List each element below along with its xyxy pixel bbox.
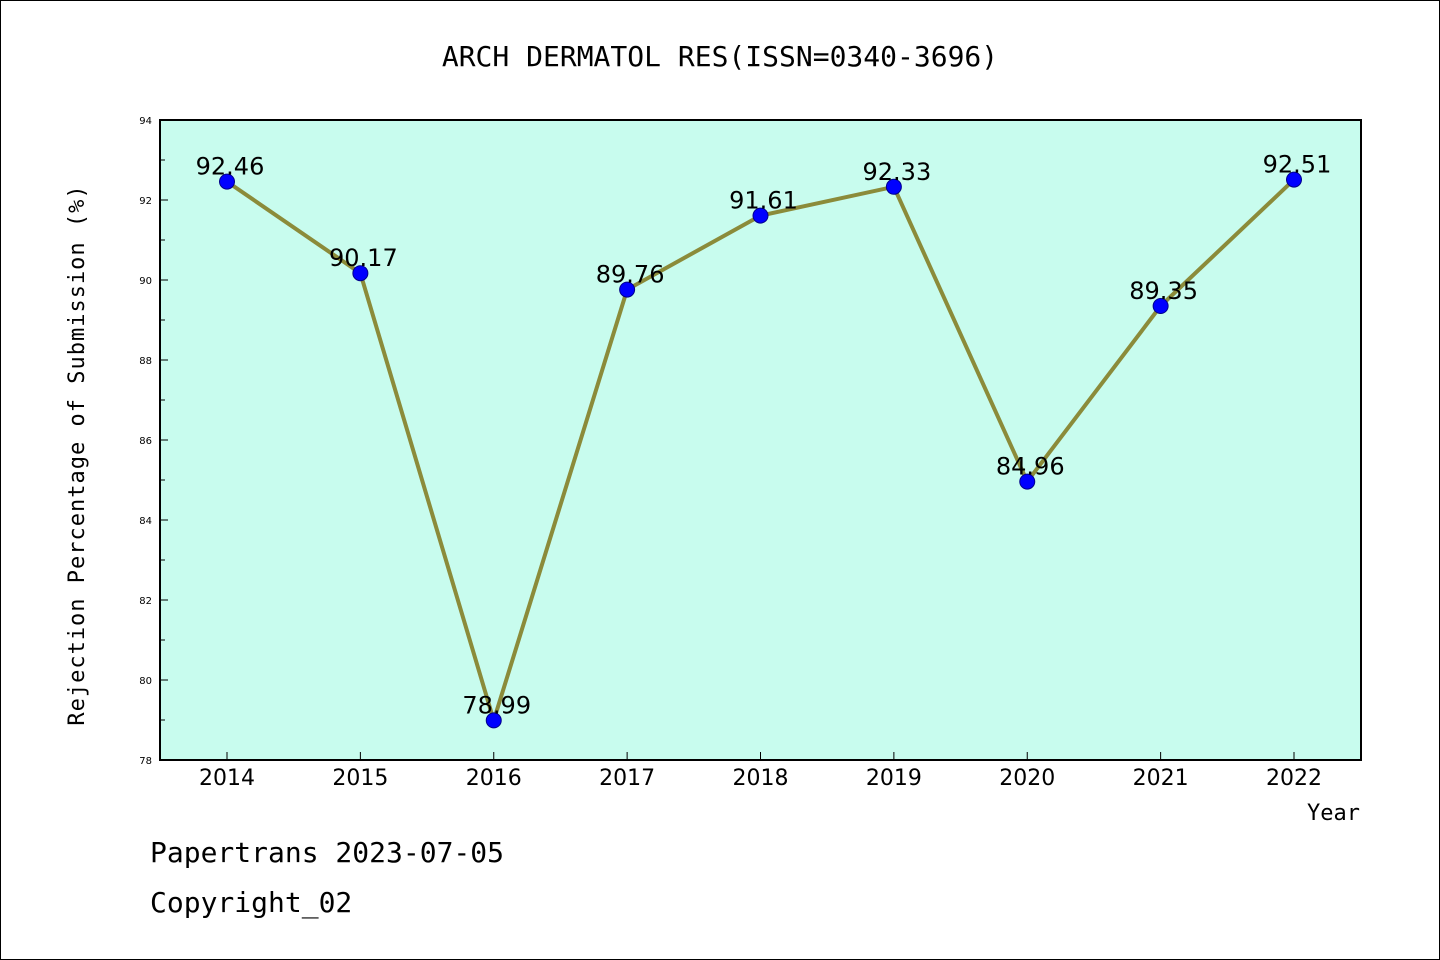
x-tick-label: 2021 <box>1133 766 1189 791</box>
y-tick-label: 82 <box>139 596 152 607</box>
data-label: 84.96 <box>996 453 1065 481</box>
data-label: 92.46 <box>196 153 265 181</box>
data-point <box>752 207 769 224</box>
x-tick-label: 2018 <box>733 766 789 791</box>
x-tick-label: 2020 <box>999 766 1055 791</box>
data-label: 92.33 <box>863 158 932 186</box>
y-tick-label: 80 <box>139 676 152 687</box>
data-labels: 92.46 90.17 78.99 89.76 91.61 92.33 84.96 89.35… <box>196 151 1332 720</box>
y-tick-label: 90 <box>139 276 152 287</box>
data-label: 92.51 <box>1263 151 1332 179</box>
y-tick-label: 86 <box>139 436 152 447</box>
data-point <box>885 178 902 195</box>
x-tick-label: 2017 <box>599 766 655 791</box>
data-point <box>352 265 369 282</box>
data-point <box>1286 171 1302 188</box>
data-label: 91.61 <box>729 187 798 215</box>
footer-line-1: Papertrans 2023-07-05 <box>150 836 505 869</box>
data-label: 78.99 <box>462 691 531 719</box>
x-tick-label: 2016 <box>466 766 522 791</box>
y-axis-label: Rejection Percentage of Submission (%) <box>65 184 90 725</box>
x-tick-label: 2019 <box>866 766 922 791</box>
x-axis-ticks: 2014 2015 2016 2017 2018 2019 2020 2021 2022 <box>199 752 1322 791</box>
plot-border <box>159 119 1362 761</box>
y-tick-label: 78 <box>139 756 152 767</box>
x-axis-label: Year <box>1307 801 1360 826</box>
data-label: 90.17 <box>329 244 398 272</box>
y-tick-label: 92 <box>139 196 152 207</box>
x-tick-label: 2014 <box>199 766 255 791</box>
data-label: 89.76 <box>596 261 665 289</box>
plot-area <box>160 120 1361 760</box>
data-point <box>485 712 502 729</box>
footer-line-2: Copyright_02 <box>150 886 353 919</box>
data-label: 89.35 <box>1129 277 1198 305</box>
y-tick-label: 94 <box>139 116 152 127</box>
series-markers <box>219 171 1302 729</box>
x-tick-label: 2015 <box>332 766 388 791</box>
y-tick-label: 88 <box>139 356 152 367</box>
y-tick-label: 84 <box>139 516 152 527</box>
data-point <box>1019 473 1036 490</box>
data-point <box>619 281 636 298</box>
data-point <box>219 173 235 190</box>
x-tick-label: 2022 <box>1266 766 1322 791</box>
data-point <box>1152 298 1169 314</box>
chart-title: ARCH DERMATOL RES(ISSN=0340-3696) <box>442 40 998 73</box>
